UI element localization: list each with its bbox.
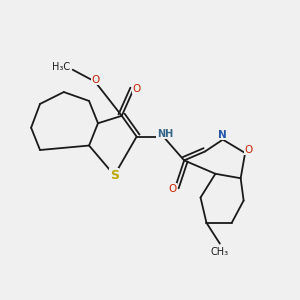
Text: N: N: [218, 130, 227, 140]
Text: H₃C: H₃C: [52, 62, 70, 72]
Text: CH₃: CH₃: [211, 247, 229, 256]
Text: O: O: [168, 184, 176, 194]
Text: O: O: [133, 84, 141, 94]
Text: S: S: [110, 169, 119, 182]
Text: O: O: [91, 75, 99, 85]
Text: O: O: [244, 145, 252, 155]
Text: NH: NH: [157, 129, 173, 139]
